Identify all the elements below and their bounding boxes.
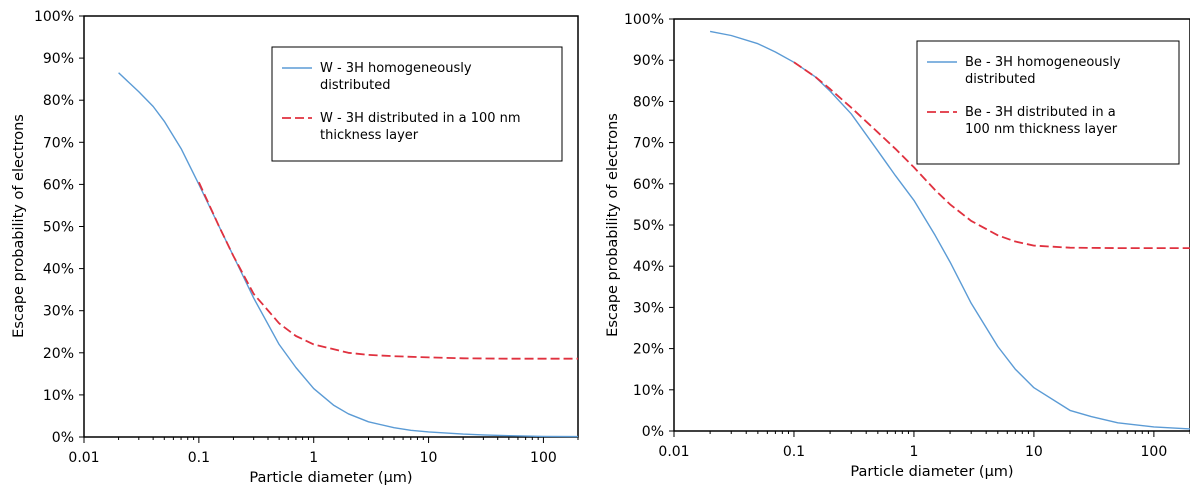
y-tick-label: 20% bbox=[633, 342, 664, 358]
legend-box bbox=[916, 40, 1180, 165]
legend-label-1: W - 3H homogeneously distributed bbox=[320, 61, 472, 93]
x-tick-label: 0.1 bbox=[783, 444, 805, 460]
y-tick-label: 90% bbox=[43, 51, 74, 67]
y-tick-label: 50% bbox=[633, 218, 664, 234]
legend-label-1: Be - 3H homogeneously distributed bbox=[965, 55, 1121, 87]
x-tick-label: 0.01 bbox=[68, 450, 99, 466]
legend: W - 3H homogeneously distributed W - 3H di… bbox=[271, 46, 563, 162]
y-tick-label: 60% bbox=[633, 177, 664, 193]
x-tick-label: 10 bbox=[420, 450, 438, 466]
series-line-1 bbox=[118, 72, 579, 438]
series-line-1 bbox=[709, 30, 1190, 430]
legend-box bbox=[271, 46, 563, 162]
x-tick-label: 1 bbox=[909, 444, 918, 460]
y-tick-label: 70% bbox=[43, 135, 74, 151]
y-tick-label: 40% bbox=[633, 259, 664, 275]
x-tick-label: 0.01 bbox=[658, 444, 689, 460]
y-tick-label: 10% bbox=[633, 383, 664, 399]
x-tick-label: 0.1 bbox=[188, 450, 210, 466]
y-tick-label: 90% bbox=[633, 53, 664, 69]
x-tick-label: 10 bbox=[1025, 444, 1043, 460]
y-axis-title: Escape probability of electrons bbox=[11, 114, 27, 338]
x-tick-label: 100 bbox=[1141, 444, 1168, 460]
y-tick-label: 30% bbox=[633, 300, 664, 316]
x-tick-label: 100 bbox=[530, 450, 557, 466]
y-axis-title: Escape probability of electrons bbox=[605, 113, 621, 337]
series-line-2 bbox=[198, 181, 578, 360]
y-tick-label: 50% bbox=[43, 220, 74, 236]
chart-2: 0% 10% 20% 30% 40% 50% 60% 70% 80% 90% 100% 0.01 0.1… bbox=[605, 12, 1190, 480]
y-tick-label: 40% bbox=[43, 262, 74, 278]
y-tick-label: 70% bbox=[633, 136, 664, 152]
x-axis-title: Particle diameter (µm) bbox=[249, 470, 412, 486]
legend-label-2: Be - 3H distributed in a 100 nm thickness… bbox=[965, 105, 1118, 137]
y-tick-label: 0% bbox=[52, 430, 74, 446]
y-tick-label: 80% bbox=[633, 94, 664, 110]
y-tick-label: 80% bbox=[43, 93, 74, 109]
y-tick-label: 0% bbox=[642, 424, 664, 440]
y-tick-label: 60% bbox=[43, 177, 74, 193]
y-tick-label: 100% bbox=[624, 12, 664, 28]
y-tick-label: 20% bbox=[43, 346, 74, 362]
y-tick-label: 10% bbox=[43, 388, 74, 404]
legend-label-2: W - 3H distributed in a 100 nm thickness … bbox=[320, 111, 521, 143]
y-tick-label: 100% bbox=[34, 9, 74, 25]
y-tick-label: 30% bbox=[43, 304, 74, 320]
x-axis-title: Particle diameter (µm) bbox=[850, 464, 1013, 480]
chart-1: 0% 10% 20% 30% 40% 50% 60% 70% 80% 90% 100% 0.01 0.1… bbox=[11, 9, 579, 486]
x-tick-label: 1 bbox=[309, 450, 318, 466]
series-line-2 bbox=[793, 61, 1190, 250]
legend: Be - 3H homogeneously distributed Be - 3H … bbox=[916, 40, 1180, 165]
